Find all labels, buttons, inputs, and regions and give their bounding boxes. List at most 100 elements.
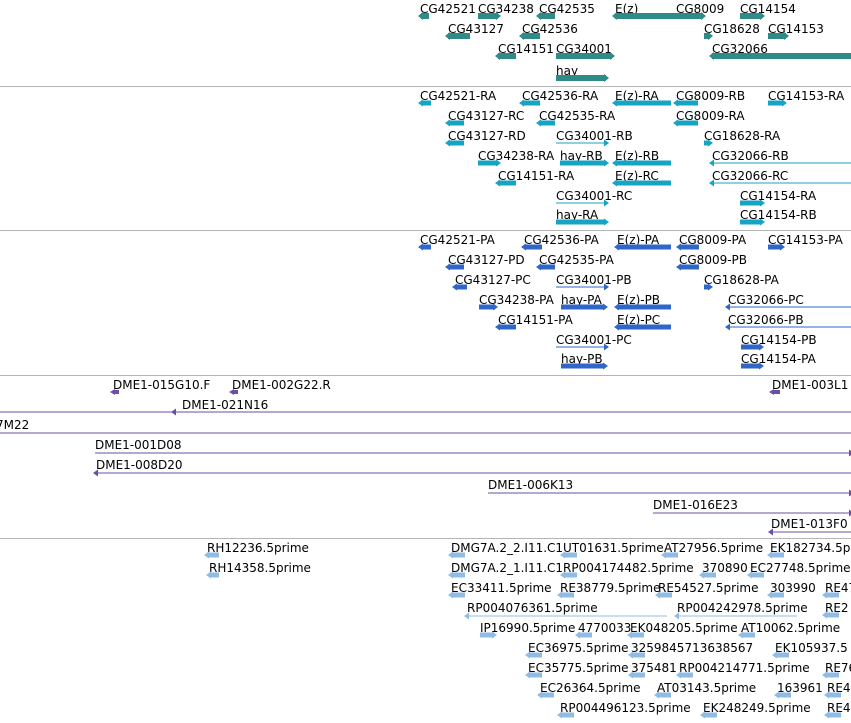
- feature-label-re2[interactable]: RE2: [825, 601, 849, 615]
- feature-glyph-e-z-pc[interactable]: [613, 322, 675, 332]
- feature-label-cg42536-pa[interactable]: CG42536-PA: [524, 233, 599, 247]
- feature-label-ec36975-5prime[interactable]: EC36975.5prime: [528, 641, 629, 655]
- feature-label-cg34001-pc[interactable]: CG34001-PC: [556, 333, 632, 347]
- feature-label-e-z-pa[interactable]: E(z)-PA: [617, 233, 660, 247]
- feature-glyph-at10062-5prime[interactable]: [737, 630, 759, 640]
- feature-label-hay[interactable]: hay: [556, 64, 579, 78]
- feature-glyph-cg14154-rb[interactable]: [736, 217, 766, 227]
- feature-label-4770033[interactable]: 4770033: [578, 621, 632, 635]
- feature-glyph-rp004242978-5prime[interactable]: [673, 611, 801, 621]
- feature-glyph-cg42535[interactable]: [535, 11, 559, 21]
- feature-glyph-cg32066-pc[interactable]: [724, 302, 851, 312]
- feature-glyph-e-z-ra[interactable]: [611, 98, 675, 108]
- feature-glyph-cg32066-pb[interactable]: [724, 322, 851, 332]
- feature-label-cg18628[interactable]: CG18628: [704, 22, 760, 36]
- feature-label-cg8009-rb[interactable]: CG8009-RB: [676, 89, 746, 103]
- feature-glyph-cg34238-pa[interactable]: [475, 302, 499, 312]
- feature-glyph-cg8009[interactable]: [672, 11, 681, 21]
- feature-glyph-rp004174482-5prime[interactable]: [559, 570, 581, 580]
- feature-glyph-cg8009-ra[interactable]: [672, 118, 702, 128]
- feature-label-rp004496123-5prime[interactable]: RP004496123.5prime: [560, 701, 691, 715]
- feature-label-cg14153-pa[interactable]: CG14153-PA: [768, 233, 843, 247]
- feature-glyph-ec26364-5prime[interactable]: [536, 690, 558, 700]
- feature-glyph-ek182734-5p[interactable]: [766, 550, 788, 560]
- feature-label-rh14358-5prime[interactable]: RH14358.5prime: [209, 561, 311, 575]
- feature-glyph-cg42536[interactable]: [518, 31, 544, 41]
- feature-label-rp004174482-5prime[interactable]: RP004174482.5prime: [563, 561, 694, 575]
- feature-glyph-cg14153[interactable]: [764, 31, 790, 41]
- feature-label-ip16990-5prime[interactable]: IP16990.5prime: [480, 621, 576, 635]
- feature-label-7m22[interactable]: 7M22: [0, 418, 30, 432]
- feature-glyph-cg43127[interactable]: [444, 31, 474, 41]
- feature-label-re4[interactable]: RE4: [827, 701, 851, 715]
- feature-label-cg34001[interactable]: CG34001: [556, 42, 612, 56]
- feature-label-cg34001-rc[interactable]: CG34001-RC: [556, 189, 633, 203]
- feature-label-dme1-021n16[interactable]: DME1-021N16: [182, 398, 269, 412]
- feature-glyph-cg14154-pa[interactable]: [737, 361, 765, 371]
- feature-label-ec26364-5prime[interactable]: EC26364.5prime: [540, 681, 641, 695]
- feature-label-cg18628-ra[interactable]: CG18628-RA: [704, 129, 781, 143]
- feature-label-hay-pa[interactable]: hay-PA: [561, 293, 602, 307]
- feature-glyph-cg14154-pb[interactable]: [737, 342, 765, 352]
- feature-label-370890[interactable]: 370890: [702, 561, 748, 575]
- feature-glyph-cg42521[interactable]: [417, 11, 433, 21]
- feature-label-cg43127-pc[interactable]: CG43127-PC: [455, 273, 531, 287]
- feature-glyph-ek048205-5prime[interactable]: [626, 630, 648, 640]
- feature-label-e-z-rb[interactable]: E(z)-RB: [615, 149, 660, 163]
- feature-glyph-cg34001-pc[interactable]: [552, 342, 610, 352]
- feature-label-dmg7a-2-1-i11-c1[interactable]: DMG7A.2_1.I11.C1: [451, 561, 564, 575]
- feature-glyph-e-z-pb[interactable]: [613, 302, 675, 312]
- feature-glyph-cg34001-pb[interactable]: [552, 282, 610, 292]
- feature-label-cg43127[interactable]: CG43127: [448, 22, 504, 36]
- feature-label-cg14154-ra[interactable]: CG14154-RA: [740, 189, 817, 203]
- feature-glyph-hay-rb[interactable]: [556, 158, 610, 168]
- feature-glyph-cg18628-pa[interactable]: [700, 282, 714, 292]
- feature-glyph-ec35775-5prime[interactable]: [524, 670, 546, 680]
- feature-label-cg14151-ra[interactable]: CG14151-RA: [498, 169, 575, 183]
- feature-glyph-cg8009-pa[interactable]: [675, 242, 703, 252]
- feature-label-rp004242978-5prime[interactable]: RP004242978.5prime: [677, 601, 808, 615]
- feature-glyph-hay-pb[interactable]: [557, 361, 609, 371]
- track-mrna[interactable]: CG42521-RA CG42536-RA E(z)-RA CG8009-RB CG14…: [0, 87, 851, 230]
- feature-glyph-rh12236-5prime[interactable]: [203, 550, 223, 560]
- feature-glyph-370890[interactable]: [698, 570, 720, 580]
- track-ests[interactable]: RH12236.5prime DMG7A.2_2.I11.C1 UT01631.5p…: [0, 539, 851, 723]
- feature-glyph-e-z-rb[interactable]: [611, 158, 675, 168]
- feature-glyph-dme1-021n16[interactable]: [0, 407, 851, 417]
- feature-glyph-cg32066-rc[interactable]: [708, 178, 851, 188]
- feature-label-cg14154-pa[interactable]: CG14154-PA: [741, 352, 816, 366]
- feature-label-cg14153[interactable]: CG14153: [768, 22, 824, 36]
- feature-label-cg42521-ra[interactable]: CG42521-RA: [420, 89, 497, 103]
- feature-glyph-cg43127-pc[interactable]: [451, 282, 471, 292]
- feature-glyph-dme1-003l1[interactable]: [768, 387, 784, 397]
- feature-glyph-cg42535-ra[interactable]: [535, 118, 559, 128]
- feature-glyph-cg8009-rb[interactable]: [672, 98, 702, 108]
- feature-glyph-cg43127-rd[interactable]: [444, 138, 468, 148]
- feature-label-ut01631-5prime[interactable]: UT01631.5prime: [563, 541, 664, 555]
- feature-glyph-dme1-006k13[interactable]: [484, 488, 851, 498]
- feature-glyph-cg43127-pd[interactable]: [444, 262, 468, 272]
- feature-glyph-cg32066-rb[interactable]: [708, 158, 851, 168]
- feature-label-e-z-pb[interactable]: E(z)-PB: [617, 293, 661, 307]
- feature-label-re38779-5prime[interactable]: RE38779.5prime: [560, 581, 661, 595]
- feature-glyph-cg18628[interactable]: [700, 31, 714, 41]
- feature-label-cg8009-ra[interactable]: CG8009-RA: [676, 109, 745, 123]
- feature-label-rh12236-5prime[interactable]: RH12236.5prime: [207, 541, 309, 555]
- feature-label-ec27748-5prime[interactable]: EC27748.5prime: [750, 561, 851, 575]
- track-clones[interactable]: DME1-015G10.F DME1-002G22.R DME1-003L1 DME1…: [0, 376, 851, 538]
- feature-label-re76[interactable]: RE76: [825, 661, 851, 675]
- feature-glyph-at27956-5prime[interactable]: [660, 550, 682, 560]
- feature-glyph-ec33411-5prime[interactable]: [447, 590, 469, 600]
- feature-label-at03143-5prime[interactable]: AT03143.5prime: [657, 681, 757, 695]
- feature-label-cg34238-pa[interactable]: CG34238-PA: [479, 293, 554, 307]
- feature-glyph-dmg7a-2-2-i11-c1[interactable]: [447, 550, 469, 560]
- feature-glyph-cg42521-ra[interactable]: [417, 98, 435, 108]
- feature-label-hay-rb[interactable]: hay-RB: [560, 149, 603, 163]
- feature-label-at10062-5prime[interactable]: AT10062.5prime: [741, 621, 841, 635]
- feature-glyph-e-z-pa[interactable]: [613, 242, 675, 252]
- feature-glyph-rp004496123-5prime[interactable]: [556, 710, 578, 720]
- feature-label-cg14153-ra[interactable]: CG14153-RA: [768, 89, 845, 103]
- feature-glyph-cg14154[interactable]: [736, 11, 766, 21]
- feature-label-dme1-003l1[interactable]: DME1-003L1: [772, 378, 849, 392]
